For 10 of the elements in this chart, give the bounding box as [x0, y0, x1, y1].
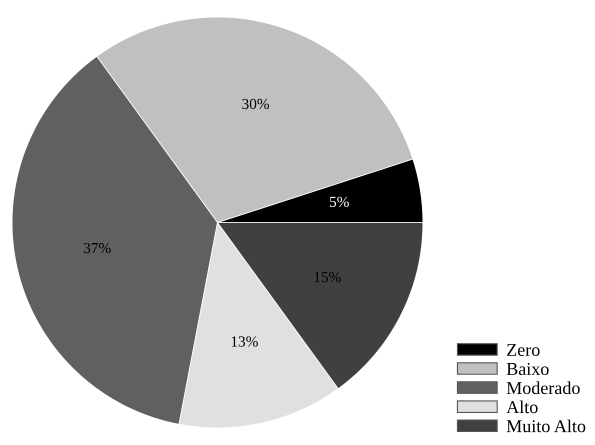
- data-label: 30%: [242, 98, 270, 110]
- legend-label: Alto: [506, 400, 538, 414]
- legend-label: Zero: [507, 344, 540, 356]
- data-label: 37%: [84, 242, 111, 254]
- data-label: 13%: [232, 336, 258, 347]
- legend-label: Baixo: [506, 362, 549, 376]
- legend-label: Moderado: [506, 381, 580, 394]
- data-label: 5%: [330, 196, 349, 208]
- data-label: 15%: [314, 272, 341, 282]
- legend-label: Muito Alto: [506, 420, 586, 432]
